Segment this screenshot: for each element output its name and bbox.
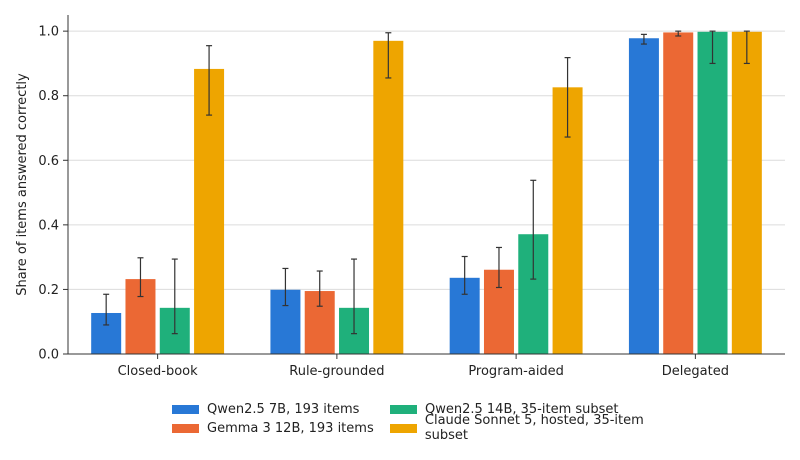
x-tick-label: Program-aided [468,364,564,379]
y-tick-label: 0.2 [38,283,59,298]
legend-swatch [172,404,199,414]
legend-item-qwen7b: Qwen2.5 7B, 193 items [172,401,390,417]
legend-item-claude: Claude Sonnet 5, hosted, 35-item subset [390,413,690,443]
y-tick-label: 0.8 [38,89,59,104]
y-tick-label: 0.0 [38,348,59,363]
x-tick-label: Rule-grounded [289,364,384,379]
legend-label: Claude Sonnet 5, hosted, 35-item subset [424,413,644,443]
bar [194,68,225,354]
legend-swatch [390,423,417,433]
y-tick-label: 0.6 [38,154,59,169]
y-tick-label: 0.4 [38,218,59,233]
x-tick-label: Closed-book [118,364,199,379]
bar [731,31,762,354]
bar [373,40,404,354]
legend: Qwen2.5 7B, 193 items Qwen2.5 14B, 35-it… [172,401,690,443]
legend-label: Qwen2.5 14B, 35-item subset [425,401,619,417]
y-tick-label: 1.0 [38,25,59,40]
legend-swatch [390,404,417,414]
legend-item-qwen14b: Qwen2.5 14B, 35-item subset [390,401,690,417]
y-axis-label: Share of items answered correctly [15,73,30,296]
bar [663,32,694,354]
legend-label: Gemma 3 12B, 193 items [207,420,374,436]
legend-item-gemma: Gemma 3 12B, 193 items [172,420,390,436]
bar [628,38,659,354]
bar [697,31,728,354]
x-tick-label: Delegated [662,364,729,379]
legend-label: Qwen2.5 7B, 193 items [207,401,360,417]
legend-swatch [172,423,199,433]
